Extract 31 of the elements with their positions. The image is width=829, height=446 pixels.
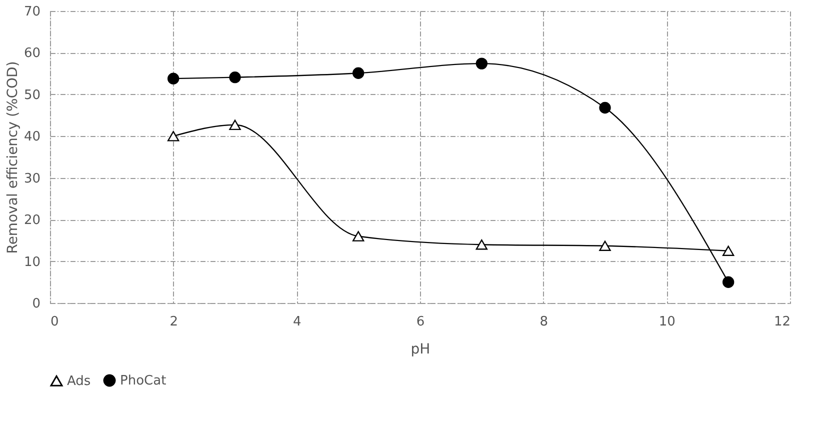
x-tick-label: 10 xyxy=(658,314,676,330)
y-axis-title: Removal efficiency (%COD) xyxy=(4,61,21,254)
legend-label: Ads xyxy=(67,374,91,389)
point xyxy=(599,240,611,251)
x-tick-label: 12 xyxy=(774,314,790,330)
y-tick-label: 40 xyxy=(24,130,40,145)
y-tick-label: 0 xyxy=(32,296,40,312)
point xyxy=(352,231,364,242)
x-axis-title: pH xyxy=(410,342,430,358)
point xyxy=(476,58,488,70)
point xyxy=(599,102,611,114)
point xyxy=(722,246,734,256)
x-tick-label: 8 xyxy=(540,314,548,330)
point xyxy=(229,71,241,84)
y-tick-label: 10 xyxy=(24,254,40,270)
y-tick-label: 70 xyxy=(24,4,40,20)
x-tick-label: 4 xyxy=(293,314,302,330)
x-tick-label: 0 xyxy=(50,314,59,330)
point xyxy=(352,67,364,79)
x-tick-label: 2 xyxy=(170,314,178,330)
y-tick-label: 30 xyxy=(24,171,40,186)
point xyxy=(722,276,734,288)
point xyxy=(476,239,488,250)
y-tick-label: 60 xyxy=(24,46,40,62)
y-tick-label: 20 xyxy=(24,213,40,228)
point xyxy=(167,72,180,84)
point xyxy=(167,131,180,142)
x-tick-label: 6 xyxy=(416,314,425,330)
y-tick-label: 50 xyxy=(24,88,40,103)
legend-label: PhoCat xyxy=(120,374,166,389)
point xyxy=(229,120,241,130)
